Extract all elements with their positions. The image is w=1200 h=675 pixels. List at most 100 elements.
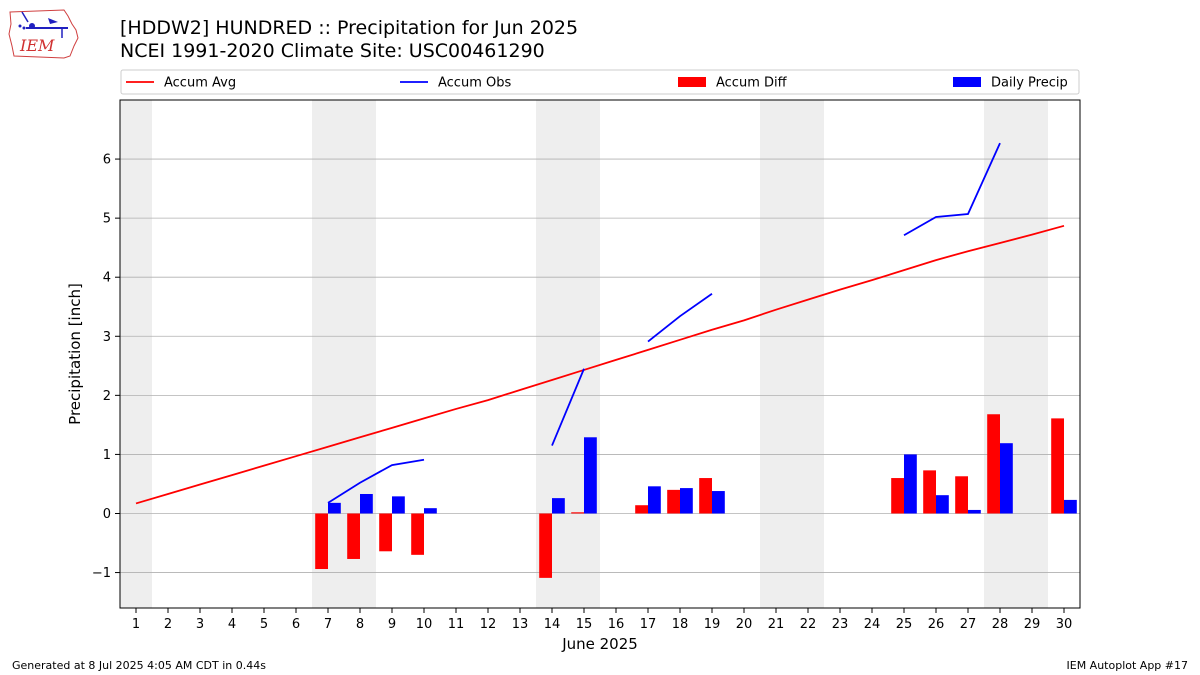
- x-tick-label: 21: [768, 617, 785, 632]
- x-tick-label: 25: [896, 617, 913, 632]
- x-tick-label: 5: [260, 617, 268, 632]
- x-tick-label: 2: [164, 617, 172, 632]
- legend-daily-precip-label: Daily Precip: [991, 76, 1068, 91]
- x-tick-label: 30: [1056, 617, 1073, 632]
- daily-precip-bar: [1000, 443, 1013, 514]
- lines: [135, 142, 1065, 505]
- accum-diff-bar: [347, 513, 360, 559]
- x-tick-label: 17: [640, 617, 657, 632]
- weekend-shading: [120, 100, 1048, 608]
- x-axis-label: June 2025: [561, 635, 638, 653]
- daily-precip-bar: [552, 498, 565, 514]
- x-tick-label: 29: [1024, 617, 1041, 632]
- accum-obs-line-segment-0: [327, 458, 425, 504]
- x-tick-label: 22: [800, 617, 817, 632]
- x-tick-label: 23: [832, 617, 849, 632]
- accum-diff-bar: [955, 476, 968, 514]
- daily-precip-bar: [360, 493, 373, 514]
- weekend-shade-0: [120, 100, 152, 608]
- daily-precip-bar: [328, 502, 341, 514]
- accum-diff-bar: [635, 505, 648, 514]
- x-tick-label: 4: [228, 617, 236, 632]
- x-tick-label: 28: [992, 617, 1009, 632]
- x-tick-label: 27: [960, 617, 977, 632]
- accum-diff-bar: [539, 513, 552, 578]
- accum-obs-line-segment-2: [647, 293, 713, 343]
- daily-precip-bar: [584, 437, 597, 514]
- legend-accum-diff-swatch: [678, 77, 706, 87]
- iowa-outline-icon: [8, 9, 79, 59]
- daily-precip-bar: [968, 509, 981, 514]
- y-axis-ticks: −1 0 1 2 3 4 5 6: [92, 153, 120, 581]
- accum-diff-bar: [315, 513, 328, 570]
- legend-daily-precip-swatch: [953, 77, 981, 87]
- y-tick-label: 2: [103, 389, 111, 404]
- accum-diff-bar: [987, 414, 1000, 514]
- legend-box: [120, 69, 1080, 95]
- y-tick-label: 1: [103, 448, 111, 463]
- x-tick-label: 11: [448, 617, 465, 632]
- x-tick-label: 9: [388, 617, 396, 632]
- accum-diff-bar: [1051, 418, 1064, 514]
- x-tick-label: 1: [132, 617, 140, 632]
- accum-diff-bar: [411, 513, 424, 555]
- y-tick-label: 5: [103, 212, 111, 227]
- x-tick-label: 19: [704, 617, 721, 632]
- chart-title-line2: NCEI 1991-2020 Climate Site: USC00461290: [120, 40, 545, 62]
- x-tick-label: 24: [864, 617, 881, 632]
- x-tick-label: 16: [608, 617, 625, 632]
- legend-accum-avg-label: Accum Avg: [164, 76, 236, 91]
- weekend-shade-4: [984, 100, 1048, 608]
- x-tick-label: 7: [324, 617, 332, 632]
- x-tick-label: 18: [672, 617, 689, 632]
- x-axis-ticks: 1 2 3 4 5 6 7 8 9 10 11 12 13 14 15 16 17 18 19 20 21 22 23 24 2…: [132, 608, 1072, 632]
- y-tick-label: −1: [92, 566, 111, 581]
- accum-diff-bar: [891, 478, 904, 514]
- bars: [315, 414, 1077, 578]
- accum-diff-bar: [699, 478, 712, 514]
- daily-precip-bar: [904, 454, 917, 514]
- daily-precip-bar: [648, 486, 661, 514]
- legend-accum-diff-label: Accum Diff: [716, 76, 788, 91]
- accum-obs-line-segment-3: [903, 142, 1001, 237]
- daily-precip-bar: [424, 508, 437, 514]
- daily-precip-bar: [936, 495, 949, 514]
- x-tick-label: 12: [480, 617, 497, 632]
- weather-station-icon: [18, 11, 68, 38]
- daily-precip-bar: [392, 496, 405, 514]
- plot-frame: [119, 99, 1081, 609]
- y-gridlines: [120, 158, 1080, 573]
- weekend-shade-3: [760, 100, 824, 608]
- footer-generated-text: Generated at 8 Jul 2025 4:05 AM CDT in 0…: [12, 659, 266, 672]
- accum-avg-line: [135, 224, 1065, 505]
- accum-diff-bar: [667, 489, 680, 514]
- x-tick-label: 26: [928, 617, 945, 632]
- x-tick-label: 3: [196, 617, 204, 632]
- y-tick-label: 6: [103, 153, 111, 168]
- x-tick-label: 15: [576, 617, 593, 632]
- accum-diff-bar: [571, 512, 584, 514]
- iem-logo: IEM: [8, 9, 79, 59]
- y-tick-label: 0: [103, 507, 111, 522]
- x-tick-label: 6: [292, 617, 300, 632]
- y-tick-label: 3: [103, 330, 111, 345]
- daily-precip-bar: [712, 491, 725, 514]
- daily-precip-bar: [1064, 499, 1077, 514]
- accum-diff-bar: [379, 513, 392, 552]
- x-tick-label: 13: [512, 617, 529, 632]
- accum-diff-bar: [923, 470, 936, 514]
- legend-accum-obs-label: Accum Obs: [438, 76, 511, 91]
- x-tick-label: 10: [416, 617, 433, 632]
- y-tick-label: 4: [103, 271, 111, 286]
- legend: Accum Avg Accum Obs Accum Diff Daily Precip: [120, 69, 1080, 95]
- accum-obs-line-segment-1: [551, 368, 585, 446]
- footer-app-text: IEM Autoplot App #17: [1066, 659, 1189, 672]
- y-axis-label: Precipitation [inch]: [66, 283, 84, 425]
- logo-text: IEM: [19, 36, 55, 55]
- x-tick-label: 20: [736, 617, 753, 632]
- x-tick-label: 8: [356, 617, 364, 632]
- chart-title-line1: [HDDW2] HUNDRED :: Precipitation for Jun…: [120, 17, 579, 39]
- x-tick-label: 14: [544, 617, 561, 632]
- daily-precip-bar: [680, 488, 693, 514]
